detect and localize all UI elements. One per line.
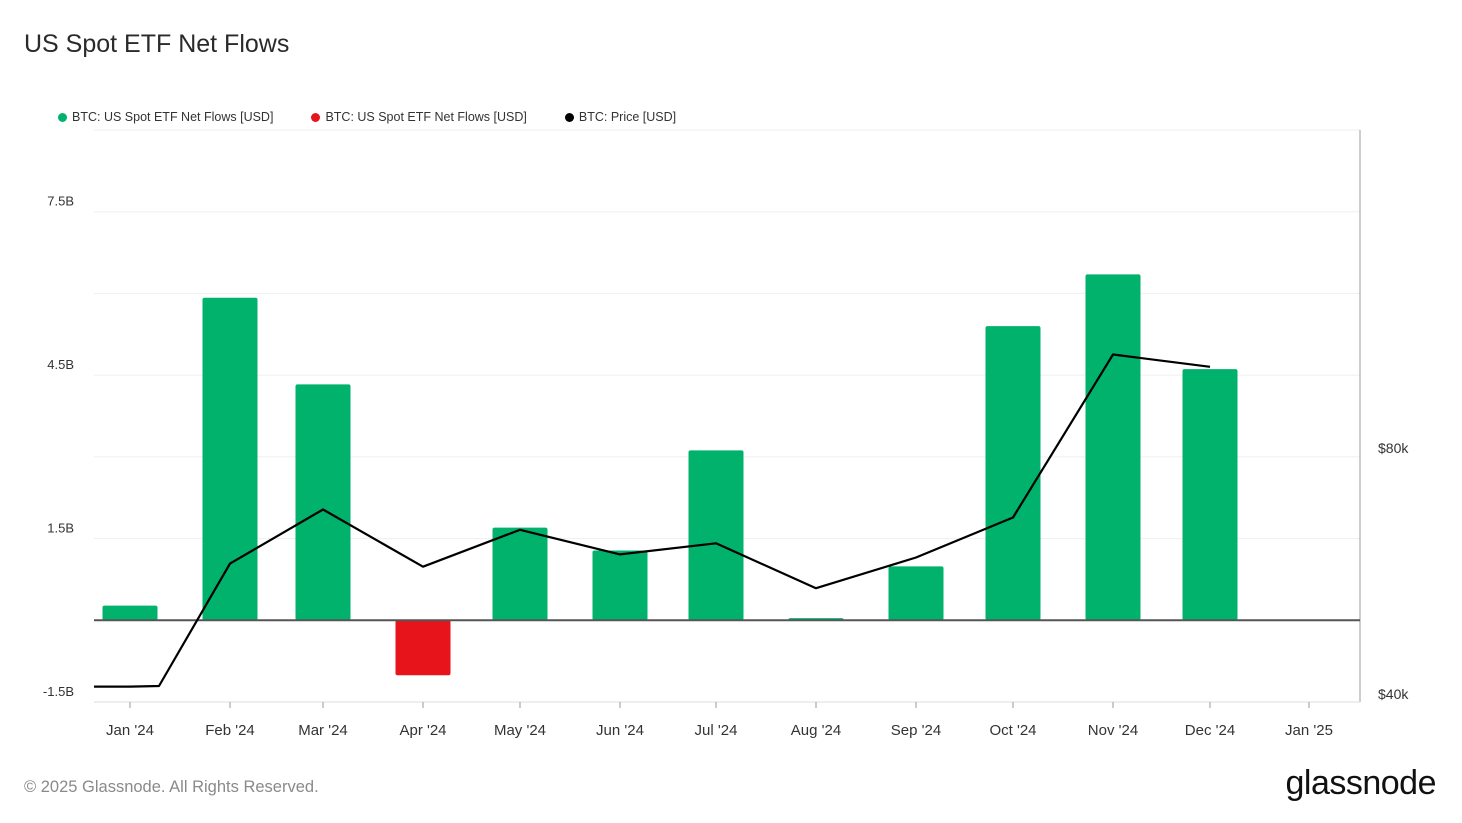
legend-label: BTC: US Spot ETF Net Flows [USD] <box>325 110 527 124</box>
legend-label: BTC: US Spot ETF Net Flows [USD] <box>72 110 274 124</box>
bar <box>202 297 258 621</box>
y-tick-label-left: 4.5B <box>47 357 74 372</box>
price-line <box>93 353 1211 688</box>
chart-title: US Spot ETF Net Flows <box>24 30 290 58</box>
bar <box>1085 274 1141 621</box>
legend-item-outflows[interactable]: BTC: US Spot ETF Net Flows [USD] <box>311 110 527 124</box>
y-tick-label-right: $40k <box>1378 686 1409 702</box>
legend-dot-green <box>58 112 67 122</box>
x-tick-label: Jun '24 <box>596 722 644 739</box>
y-tick-label-left: -1.5B <box>43 684 74 699</box>
x-tick-label: Dec '24 <box>1185 722 1235 739</box>
bar <box>395 620 451 676</box>
legend-dot-black <box>564 112 574 122</box>
x-tick-label: May '24 <box>494 722 546 739</box>
legend-label: BTC: Price [USD] <box>578 110 677 124</box>
y-tick-label-left: 7.5B <box>47 194 74 209</box>
brand-logo: glassnode <box>1285 764 1436 802</box>
bar <box>102 605 158 621</box>
bar <box>592 550 648 621</box>
legend: BTC: US Spot ETF Net Flows [USD] BTC: US… <box>58 110 676 124</box>
x-tick-label: Nov '24 <box>1088 722 1138 739</box>
x-tick-label: Aug '24 <box>791 722 841 739</box>
copyright: © 2025 Glassnode. All Rights Reserved. <box>24 778 319 796</box>
bar <box>295 384 351 621</box>
bar <box>492 527 548 621</box>
x-tick-label: Jan '25 <box>1285 722 1333 739</box>
bar <box>1182 369 1238 621</box>
x-tick-label: Jan '24 <box>106 722 154 739</box>
bar <box>888 566 944 621</box>
legend-item-inflows[interactable]: BTC: US Spot ETF Net Flows [USD] <box>58 110 273 124</box>
bar <box>688 450 744 621</box>
x-tick-label: Oct '24 <box>989 722 1036 739</box>
y-tick-label-right: $80k <box>1378 440 1409 456</box>
x-tick-label: Mar '24 <box>298 722 348 739</box>
legend-item-price[interactable]: BTC: Price [USD] <box>564 110 677 124</box>
y-tick-label-left: 1.5B <box>47 521 74 536</box>
x-tick-label: Feb '24 <box>205 722 255 739</box>
x-tick-label: Apr '24 <box>399 722 446 739</box>
x-tick-label: Sep '24 <box>891 722 941 739</box>
legend-dot-red <box>311 112 321 122</box>
x-tick-label: Jul '24 <box>695 722 738 739</box>
bar <box>985 326 1041 621</box>
